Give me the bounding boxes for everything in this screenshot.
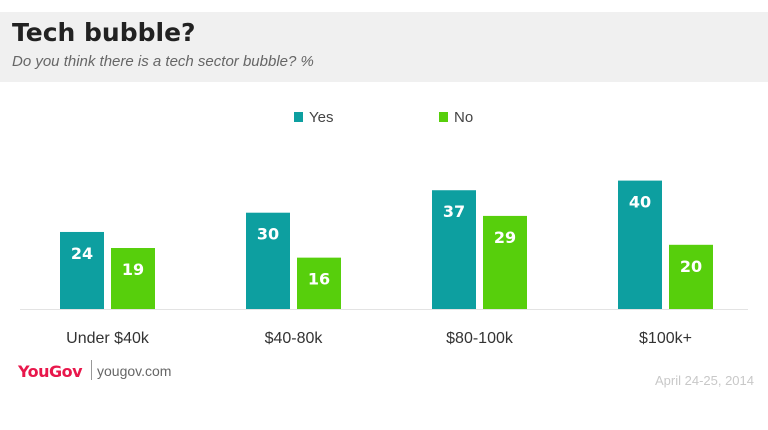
bar-no	[483, 215, 527, 309]
legend-label-yes: Yes	[309, 109, 333, 126]
footer-url: yougov.com	[97, 363, 172, 379]
legend-swatch-no	[439, 112, 448, 122]
bar-yes	[246, 212, 290, 309]
bar-yes	[618, 180, 662, 309]
bar-no	[669, 244, 713, 309]
data-label-yes: 40	[629, 193, 651, 212]
x-tick-label: $80-100k	[446, 330, 514, 347]
chart-header: Tech bubble? Do you think there is a tec…	[0, 12, 768, 82]
x-tick-label: $100k+	[639, 330, 692, 347]
footer-divider	[91, 360, 92, 380]
bar-yes	[60, 231, 104, 309]
legend-swatch-yes	[294, 112, 303, 122]
data-label-no: 19	[122, 260, 144, 279]
data-label-yes: 24	[71, 244, 93, 263]
data-label-no: 29	[494, 228, 516, 247]
chart-title: Tech bubble?	[12, 18, 196, 47]
data-label-yes: 30	[257, 225, 279, 244]
data-label-no: 20	[680, 257, 702, 276]
bar-no	[297, 257, 341, 309]
bar-yes	[432, 190, 476, 309]
bar-no	[111, 248, 155, 309]
data-label-yes: 37	[443, 202, 465, 221]
chart-subtitle: Do you think there is a tech sector bubb…	[12, 53, 314, 70]
bar-chart: Yes No 24 19 Under $40k 30 16 $40-80k 37 29 $80-10…	[20, 109, 748, 347]
data-label-no: 16	[308, 270, 330, 289]
x-tick-label: $40-80k	[265, 330, 324, 347]
legend-label-no: No	[454, 109, 473, 126]
x-tick-label: Under $40k	[66, 330, 150, 347]
footer-date: April 24-25, 2014	[654, 373, 754, 388]
yougov-logo: YouGov	[18, 362, 83, 381]
